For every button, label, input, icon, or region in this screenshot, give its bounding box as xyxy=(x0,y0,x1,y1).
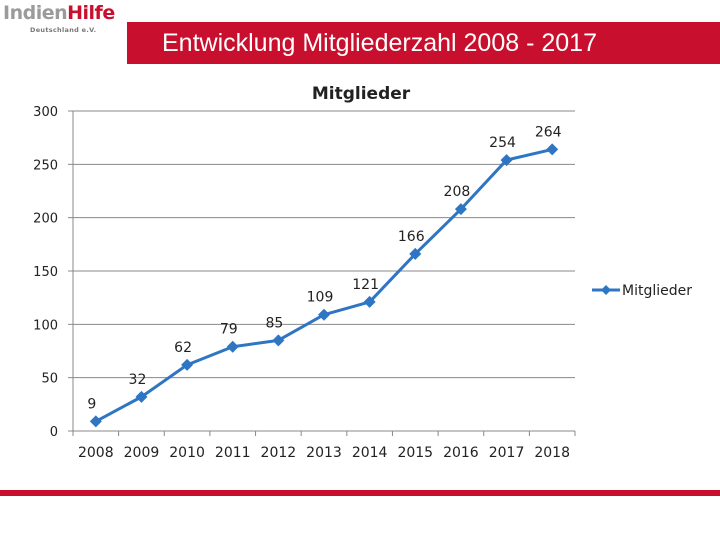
data-point xyxy=(318,308,330,321)
logo-wordmark: IndienHilfe xyxy=(3,2,115,24)
legend-marker xyxy=(601,285,611,295)
x-axis: 2008 2009 2010 2011 2012 2013 2014 2015 2016 2017… xyxy=(72,431,576,461)
x-tick-label: 2012 xyxy=(261,445,297,461)
series-line xyxy=(95,147,553,423)
data-point xyxy=(181,358,194,371)
logo-wordmark-part2: Hilfe xyxy=(67,2,115,24)
data-label: 254 xyxy=(489,135,516,151)
data-point xyxy=(226,340,239,353)
data-point xyxy=(546,143,559,156)
logo: IndienHilfe Deutschland e.V. xyxy=(0,0,135,40)
logo-wordmark-part1: Indien xyxy=(3,2,68,24)
y-tick-label: 0 xyxy=(50,425,58,440)
data-label: 79 xyxy=(220,322,238,338)
data-point xyxy=(454,203,467,216)
y-tick-label: 300 xyxy=(33,105,58,120)
y-tick-label: 50 xyxy=(41,372,58,387)
chart-title: Mitglieder xyxy=(312,84,411,104)
data-label: 166 xyxy=(398,229,425,245)
data-label: 109 xyxy=(307,290,334,306)
x-tick-label: 2018 xyxy=(534,445,570,461)
y-axis: 0 50 100 150 200 250 300 xyxy=(33,105,74,440)
logo-subtitle: Deutschland e.V. xyxy=(30,26,97,34)
x-tick-label: 2010 xyxy=(169,445,205,461)
x-tick-label: 2015 xyxy=(397,445,433,461)
x-tick-label: 2014 xyxy=(352,445,388,461)
data-point xyxy=(363,295,376,308)
data-labels: 9 32 62 79 85 109 121 166 208 254 264 xyxy=(87,124,561,412)
legend: Mitglieder xyxy=(592,283,692,299)
data-point xyxy=(135,390,148,403)
y-tick-label: 250 xyxy=(33,158,58,173)
data-label: 62 xyxy=(174,340,192,356)
data-label: 32 xyxy=(129,372,147,388)
x-tick-label: 2009 xyxy=(124,445,160,461)
series-mitglieder xyxy=(89,143,559,428)
data-label: 85 xyxy=(265,315,283,331)
data-point xyxy=(500,154,513,167)
y-tick-label: 200 xyxy=(33,212,58,227)
y-tick-label: 150 xyxy=(33,265,58,280)
x-tick-label: 2008 xyxy=(78,445,114,461)
x-tick-label: 2011 xyxy=(215,445,251,461)
x-tick-label: 2016 xyxy=(443,445,479,461)
data-point xyxy=(272,334,285,347)
data-label: 9 xyxy=(87,396,96,412)
legend-label: Mitglieder xyxy=(622,283,692,299)
footer-divider xyxy=(0,490,720,496)
data-label: 264 xyxy=(535,124,562,140)
page-title: Entwicklung Mitgliederzahl 2008 - 2017 xyxy=(162,29,597,57)
x-tick-label: 2013 xyxy=(306,445,342,461)
data-point xyxy=(409,247,422,260)
grid xyxy=(73,110,575,432)
data-point xyxy=(89,415,102,428)
data-label: 208 xyxy=(444,184,471,200)
y-tick-label: 100 xyxy=(33,318,58,333)
data-label: 121 xyxy=(352,277,379,293)
x-tick-label: 2017 xyxy=(489,445,525,461)
title-bar: Entwicklung Mitgliederzahl 2008 - 2017 xyxy=(127,22,720,64)
